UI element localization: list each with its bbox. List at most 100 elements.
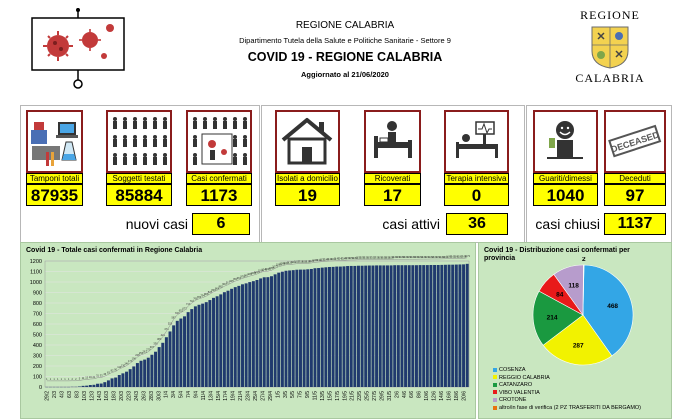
bar-data-label: 1149 [341,256,347,260]
active-cases-value: 36 [446,213,508,235]
cases-bar-chart: 0 100 200 300 400 500 600 700 800 900 1000 1100 1200… [30,255,471,401]
bar [414,265,418,387]
bar [385,265,389,387]
bar-data-label: 1153 [348,256,354,260]
logo-text-bottom: CALABRIA [575,71,645,85]
bar-data-label: 1144 [330,257,336,261]
x-tick-label: 24/3 [134,391,140,401]
person-icon [123,153,127,157]
bar-data-label: 1155 [356,256,362,260]
x-tick-label: 2/6 [394,391,400,398]
person-icon [243,135,247,139]
guariti-icon-box [533,110,598,173]
bar-data-label: 1019 [254,270,260,274]
bar-data-label: 673 [182,306,187,310]
bar [183,316,187,387]
bar-data-label: 1162 [432,255,438,259]
person-body-icon [213,121,217,129]
person-icon [243,117,247,121]
stat-label-ricoverati: Ricoverati [364,173,421,184]
stat-value-soggetti: 85884 [106,184,172,206]
bar [291,270,295,387]
bar-data-label: 1161 [421,255,427,259]
person-icon [193,117,197,121]
x-tick-label: 29/2 [45,391,51,401]
legend-item: altro/in fase di verifica (2 PZ TRASFERI… [493,405,641,411]
bar [349,265,353,387]
x-tick-label: 19/5 [342,391,348,401]
bar-data-label: 82 [111,368,114,372]
x-tick-label: 7/4 [186,391,192,398]
cases-chart-title: Covid 19 - Totale casi confermati in Reg… [26,247,203,254]
x-tick-label: 25/5 [365,391,371,401]
bar-data-label: 1158 [385,255,391,259]
bar [172,325,176,387]
isolati-icon-box [275,110,340,173]
bar [99,383,103,387]
bar [190,309,194,387]
bar [85,385,89,387]
bar-data-label: 1160 [403,255,409,259]
bar [255,280,259,387]
x-tick-label: 27/5 [372,391,378,401]
person-body-icon [143,139,147,147]
bar [411,265,415,387]
x-tick-label: 11/4 [201,391,207,401]
bar [299,269,302,387]
bar-data-label: 250 [139,351,144,355]
bar-data-label: 11 [82,376,85,380]
bar-data-label: 1161 [425,255,431,259]
stat-value-guariti: 1040 [533,184,598,206]
logo-text-top: REGIONE [580,8,640,22]
person-body-icon [113,121,117,129]
soggetti-icon-box [106,110,172,173]
x-tick-label: 23/5 [357,391,363,401]
bar [378,265,382,387]
stat-label-soggetti: Soggetti testati [106,173,172,184]
bar-data-label: 630 [175,311,180,315]
pie-data-label: 287 [573,343,584,350]
bar [266,277,270,387]
bar-data-label: 1133 [316,258,322,262]
bar-data-label: 13 [85,376,88,380]
bar-data-label: 90 [114,368,117,372]
bar [150,354,154,387]
bar [346,266,350,387]
bar-data-label: 1160 [396,255,402,259]
person-body-icon [153,121,157,129]
x-tick-label: 12/3 [89,391,95,401]
active-cases-label: casi attivi [382,216,440,232]
person-body-icon [193,121,197,129]
bar-data-label: 114 [117,365,122,369]
y-tick-label: 1000 [30,280,42,286]
virus-icon-large [43,31,73,61]
terapia-icon-box [444,110,509,173]
province-pie-chart: 468 287 214 84 118 2 [532,257,634,366]
y-tick-label: 800 [33,301,42,307]
bar [128,369,132,387]
bar [367,265,371,387]
bar-data-label: 1173 [464,255,470,258]
bar [201,303,205,387]
x-tick-label: 16/6 [446,391,452,401]
bar [400,265,404,387]
x-tick-label: 16/3 [104,391,110,401]
bar-data-label: 170 [128,359,133,363]
person-body-icon [233,157,237,165]
bar [433,264,437,387]
tamponi-icon-box [26,110,83,173]
bar [462,264,466,387]
person-body-icon [233,139,237,147]
bar-data-label: 1107 [283,261,289,265]
person-body-icon [123,139,127,147]
bar [371,265,375,387]
header-illustration [30,6,126,92]
department-name: Dipartimento Tutela della Salute e Polit… [239,36,451,45]
bar [219,294,223,387]
bar [429,264,433,387]
bar [436,264,440,387]
bar [135,363,139,387]
x-tick-label: 22/3 [127,391,133,401]
person-icon [163,117,167,121]
bar-data-label: 1 [61,377,63,381]
